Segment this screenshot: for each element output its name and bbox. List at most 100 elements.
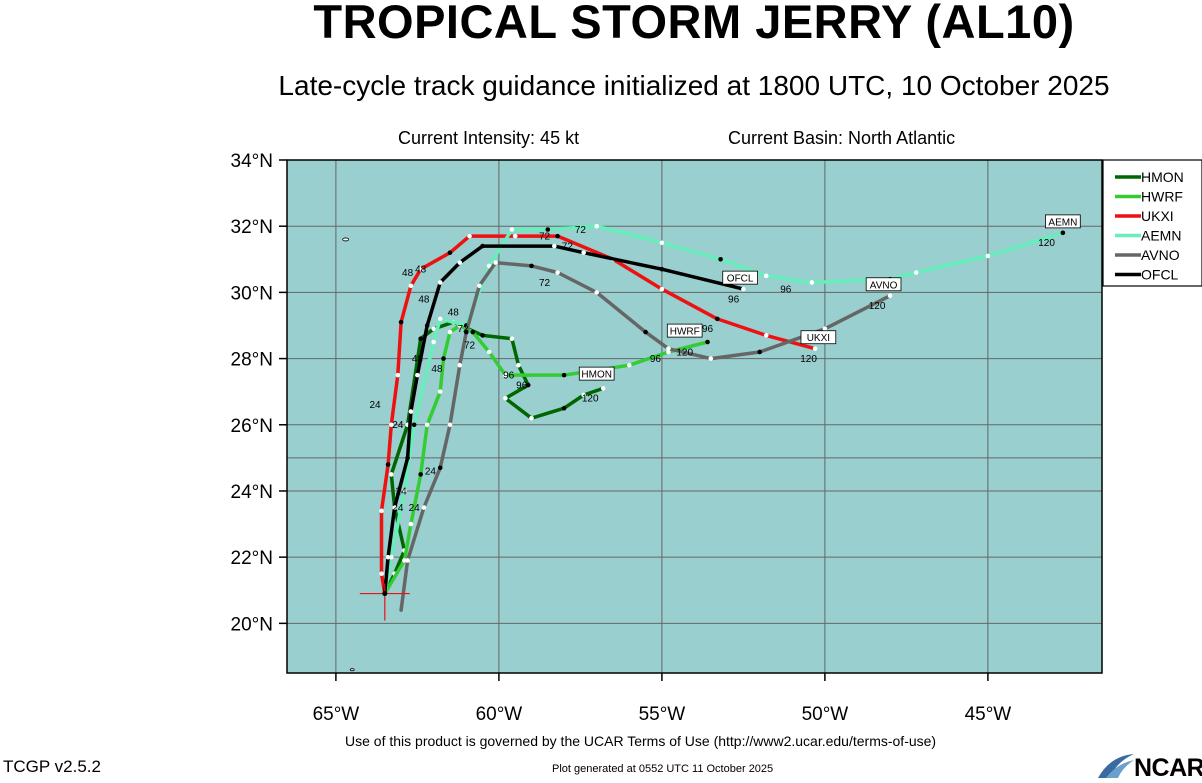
island-shape (426, 701, 434, 705)
track-point (480, 333, 485, 338)
track-point (424, 323, 430, 328)
track-point (437, 280, 443, 285)
track-point (913, 270, 919, 275)
terms-of-use: Use of this product is governed by the U… (345, 733, 937, 749)
track-point (666, 346, 671, 351)
track-point (509, 336, 515, 342)
forecast-hour-label: 48 (418, 294, 430, 305)
forecast-hour-label: 72 (539, 231, 551, 242)
legend-label: OFCL (1141, 267, 1179, 283)
track-point (389, 472, 394, 477)
storm-center-dot (382, 591, 388, 597)
track-point (389, 554, 394, 560)
track-end-box (865, 277, 902, 292)
forecast-hour-label: 120 (869, 301, 886, 312)
forecast-hour-label: 96 (728, 294, 740, 305)
version-label: TCGP v2.5.2 (3, 757, 101, 776)
legend-label: UKXI (1141, 208, 1174, 224)
track-point (659, 266, 665, 272)
track-point (408, 409, 414, 414)
track-point (555, 233, 560, 239)
land-masses (342, 237, 434, 705)
legend: HMON HWRF UKXI AEMN AVNO OFCL (1102, 159, 1202, 287)
track-point (627, 362, 632, 368)
track-end-box (578, 366, 615, 381)
forecast-hour-label: 48 (448, 308, 460, 319)
island-shape (398, 685, 404, 688)
forecast-hour-label: 24 (425, 466, 437, 477)
track-point (477, 283, 482, 289)
forecast-hour-label: 96 (503, 370, 515, 381)
forecast-hour-label: 24 (369, 400, 381, 411)
y-tick-label: 30°N (231, 283, 273, 304)
y-tick-label: 22°N (231, 548, 273, 569)
track-point (581, 250, 586, 255)
track-point (545, 227, 551, 232)
track-point (411, 422, 417, 428)
track-line-ofcl (383, 244, 746, 596)
track-point (529, 415, 534, 421)
legend-label: HMON (1141, 169, 1184, 185)
track-point (424, 422, 430, 428)
track-point (431, 339, 437, 345)
track-end-label: HMON (581, 370, 612, 381)
track-point (708, 356, 714, 361)
legend-label: AVNO (1141, 247, 1180, 263)
track-point (402, 488, 407, 494)
x-tick-label: 55°W (639, 704, 686, 725)
track-point (561, 405, 567, 411)
track-point (985, 253, 991, 259)
forecast-hour-label: 96 (780, 284, 792, 295)
track-point (486, 263, 492, 269)
forecast-hour-labels: 24 48 72 96 120 HMON 24 48 72 96 120 HWRF 24 48 72 96 12… (369, 214, 1081, 514)
track-point (659, 240, 665, 246)
track-point (552, 243, 557, 249)
track-point (470, 329, 476, 335)
x-tick-label: 65°W (313, 704, 360, 725)
track-point (379, 571, 384, 577)
island-shape (342, 237, 350, 242)
track-point (525, 382, 531, 388)
track-point (467, 233, 472, 239)
y-tick-label: 32°N (231, 217, 273, 238)
track-point (763, 273, 769, 279)
y-axis-ticks: 20°N 22°N 24°N 26°N 28°N 30°N 32°N 34°N (231, 151, 287, 635)
track-point (1060, 230, 1066, 236)
y-tick-label: 26°N (231, 416, 273, 437)
forecast-hour-label: 24 (392, 420, 404, 431)
x-tick-label: 60°W (476, 704, 523, 725)
x-tick-label: 50°W (802, 704, 849, 725)
forecast-hour-label: 48 (415, 265, 427, 276)
y-tick-label: 20°N (231, 614, 273, 635)
track-point (581, 392, 586, 398)
track-point (763, 333, 769, 338)
forecast-hour-label: 72 (464, 341, 476, 352)
track-point (822, 326, 828, 332)
track-point (395, 372, 401, 378)
forecast-hour-label: 24 (392, 503, 404, 514)
forecast-hour-label: 96 (650, 354, 662, 365)
chart-title: TROPICAL STORM JERRY (AL10) (313, 0, 1075, 48)
legend-label: AEMN (1141, 228, 1181, 244)
track-point (509, 227, 515, 232)
forecast-hour-label: 96 (516, 380, 528, 391)
track-point (561, 372, 567, 378)
ncar-logo-icon (1098, 754, 1134, 778)
track-end-box (722, 270, 758, 285)
track-point (437, 316, 443, 322)
forecast-hour-label: 72 (457, 324, 469, 335)
track-point (437, 389, 443, 394)
track-point (405, 558, 410, 563)
track-point (512, 233, 518, 239)
generated-timestamp: Plot generated at 0552 UTC 11 October 20… (552, 763, 774, 775)
track-point (398, 319, 404, 325)
forecast-hour-label: 120 (800, 354, 817, 365)
forecast-hour-label: 48 (412, 354, 424, 365)
track-point (600, 386, 606, 391)
storm-position-marker (359, 583, 410, 621)
track-point (643, 329, 648, 335)
track-line-avno (399, 260, 892, 612)
track-point (418, 266, 423, 272)
track-point (408, 283, 414, 289)
x-tick-label: 45°W (965, 704, 1012, 725)
